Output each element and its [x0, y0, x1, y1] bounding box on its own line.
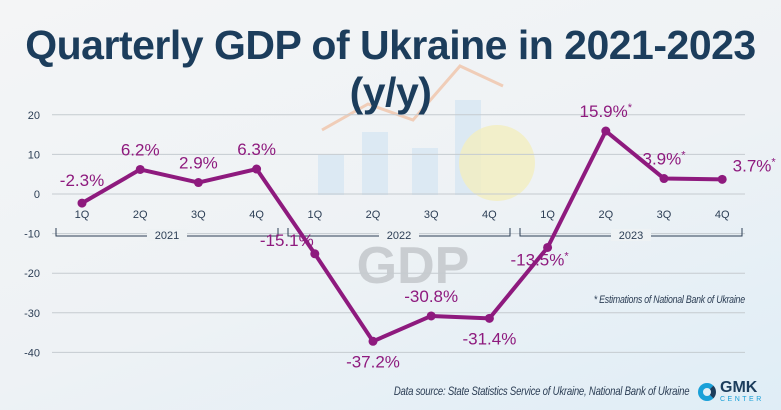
year-label: 2022 [387, 230, 411, 242]
bg-line [321, 64, 504, 132]
data-label: -30.8% [404, 287, 458, 306]
x-tick-label: 3Q [424, 209, 439, 221]
y-tick-label: 10 [28, 149, 40, 161]
y-tick-label: -10 [24, 229, 40, 241]
estimation-note: * Estimations of National Bank of Ukrain… [593, 294, 745, 306]
data-point [543, 242, 553, 252]
data-point [601, 126, 611, 136]
data-point [135, 164, 145, 174]
x-tick-label: 4Q [715, 209, 730, 221]
data-point [252, 164, 262, 174]
data-point [426, 311, 436, 321]
data-point [484, 313, 494, 323]
data-label: -15.1% [260, 231, 314, 250]
y-tick-label: 20 [28, 110, 40, 122]
data-label: -13.5%* [511, 250, 570, 269]
data-point [77, 198, 87, 208]
y-tick-label: -40 [24, 347, 40, 359]
x-tick-label: 1Q [307, 209, 322, 221]
year-label-bg [147, 229, 187, 241]
x-tick-label: 2Q [366, 209, 381, 221]
data-label: 6.2% [121, 140, 160, 159]
data-label: 15.9%* [580, 102, 633, 121]
data-point [659, 174, 669, 184]
data-point [193, 178, 203, 188]
x-tick-label: 1Q [75, 209, 90, 221]
y-tick-label: 0 [34, 189, 40, 201]
data-label: 3.7%* [733, 156, 777, 175]
year-label-bg [611, 229, 651, 241]
source-note: Data source: State Statistics Service of… [393, 384, 690, 398]
x-tick-label: 4Q [482, 209, 497, 221]
gmk-logo: GMK CENTER [698, 380, 764, 403]
data-label: 6.3% [237, 140, 276, 159]
y-tick-label: -30 [24, 308, 40, 320]
logo-name: GMK [720, 379, 758, 396]
bg-coin [459, 125, 535, 201]
bg-bar [412, 148, 438, 195]
data-label: -2.3% [60, 171, 104, 190]
bg-bar [362, 132, 388, 195]
year-label-bg [379, 229, 419, 241]
data-point [310, 249, 320, 259]
year-label: 2021 [155, 230, 179, 242]
data-label: -37.2% [346, 352, 400, 371]
x-tick-label: 3Q [191, 209, 206, 221]
x-tick-label: 2Q [598, 209, 613, 221]
logo-ring-icon [698, 382, 716, 401]
series-line [80, 129, 723, 344]
x-tick-label: 2Q [133, 209, 148, 221]
x-tick-label: 4Q [249, 209, 264, 221]
data-label: 3.9%* [642, 150, 686, 169]
x-tick-label: 1Q [540, 209, 555, 221]
data-point [717, 174, 727, 184]
bg-gdp-text: GDP [357, 237, 470, 295]
bg-bar [318, 155, 344, 195]
x-tick-label: 3Q [657, 209, 672, 221]
chart-title: Quarterly GDP of Ukraine in 2021-2023 (y… [25, 22, 756, 115]
y-tick-label: -20 [24, 268, 40, 280]
data-label: 2.9% [179, 154, 218, 173]
year-label: 2023 [619, 230, 643, 242]
data-label: -31.4% [462, 329, 516, 348]
data-point [368, 336, 378, 346]
logo-sub: CENTER [720, 396, 764, 403]
